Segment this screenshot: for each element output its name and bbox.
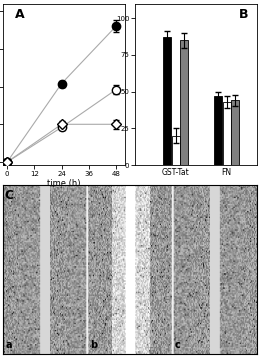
X-axis label: time (h): time (h) — [47, 179, 81, 188]
Bar — [231, 101, 239, 165]
Text: B: B — [239, 9, 249, 21]
Text: c: c — [175, 340, 181, 350]
Bar — [223, 102, 231, 165]
Bar — [163, 37, 171, 165]
Text: C: C — [5, 189, 14, 202]
Bar — [214, 96, 222, 165]
Text: b: b — [90, 340, 97, 350]
Bar — [172, 136, 180, 165]
Bar — [180, 40, 188, 165]
Text: A: A — [15, 9, 24, 21]
Text: a: a — [5, 340, 12, 350]
